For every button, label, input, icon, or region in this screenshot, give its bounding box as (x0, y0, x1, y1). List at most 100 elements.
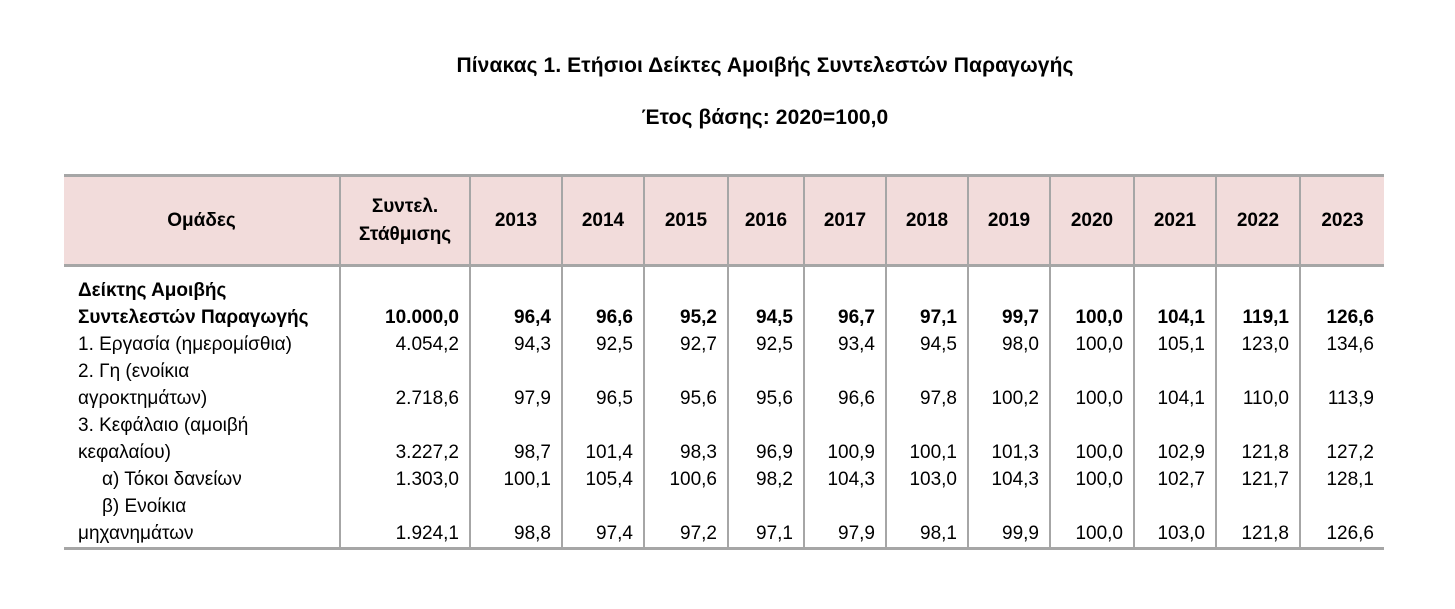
row-label: β) Ενοίκια μηχανημάτων (64, 493, 340, 550)
row-value: 98,2 (727, 466, 804, 493)
row-value: 105,1 (1133, 331, 1216, 358)
row-label-line2: αγροκτημάτων) (78, 388, 208, 409)
row-value: 104,3 (803, 466, 886, 493)
row-label: Δείκτης Αμοιβής Συντελεστών Παραγωγής (64, 266, 340, 332)
table-row-total: Δείκτης Αμοιβής Συντελεστών Παραγωγής 10… (64, 265, 1384, 332)
row-value: 96,5 (561, 358, 644, 412)
row-value: 104,1 (1133, 265, 1216, 331)
header-weight-line1: Συντελ. (371, 195, 439, 217)
header-groups: Ομάδες (64, 174, 340, 267)
table-row-interest: α) Τόκοι δανείων 1.303,0 100,1 105,4 100… (64, 466, 1384, 493)
header-year: 2013 (469, 174, 562, 267)
row-value: 95,2 (643, 265, 728, 331)
row-value: 92,5 (727, 331, 804, 358)
row-value: 92,7 (643, 331, 728, 358)
row-value: 98,8 (469, 493, 562, 550)
row-value: 96,7 (803, 265, 886, 331)
row-label-line1: 1. Εργασία (ημερομίσθια) (78, 334, 292, 355)
row-value: 95,6 (727, 358, 804, 412)
row-value: 100,9 (803, 412, 886, 466)
row-value: 126,6 (1299, 493, 1384, 550)
row-value: 100,6 (643, 466, 728, 493)
row-value: 102,7 (1133, 466, 1216, 493)
header-weight: Συντελ. Στάθμισης (339, 174, 470, 267)
row-value: 97,9 (469, 358, 562, 412)
row-label-line2: μηχανημάτων (78, 523, 194, 544)
table-row-land: 2. Γη (ενοίκια αγροκτημάτων) 2.718,6 97,… (64, 358, 1384, 412)
row-value: 127,2 (1299, 412, 1384, 466)
row-value: 123,0 (1215, 331, 1300, 358)
row-value: 95,6 (643, 358, 728, 412)
header-row: Ομάδες Συντελ. Στάθμισης 2013 2014 2015 … (64, 174, 1384, 267)
row-value: 96,4 (469, 265, 562, 331)
row-value: 94,5 (727, 265, 804, 331)
row-label-line1: β) Ενοίκια (102, 496, 187, 517)
row-value: 100,0 (1049, 265, 1134, 331)
row-value: 103,0 (1133, 493, 1216, 550)
indices-table: Ομάδες Συντελ. Στάθμισης 2013 2014 2015 … (64, 174, 1384, 550)
row-value: 104,1 (1133, 358, 1216, 412)
row-value: 92,5 (561, 331, 644, 358)
row-label-line1: 2. Γη (ενοίκια (78, 361, 190, 382)
table-title: Πίνακας 1. Ετήσιοι Δείκτες Αμοιβής Συντε… (456, 54, 1074, 77)
row-value: 100,2 (967, 358, 1050, 412)
table-row-labour: 1. Εργασία (ημερομίσθια) 4.054,2 94,3 92… (64, 331, 1384, 358)
row-value: 100,0 (1049, 466, 1134, 493)
row-value: 97,1 (885, 265, 968, 331)
header-year: 2020 (1049, 174, 1134, 267)
row-value: 101,3 (967, 412, 1050, 466)
row-value: 126,6 (1299, 265, 1384, 331)
row-label: 1. Εργασία (ημερομίσθια) (64, 331, 340, 358)
header-year: 2014 (561, 174, 644, 267)
row-value: 98,0 (967, 331, 1050, 358)
row-value: 97,1 (727, 493, 804, 550)
row-label-line1: α) Τόκοι δανείων (102, 469, 242, 490)
row-value: 99,9 (967, 493, 1050, 550)
row-value: 97,2 (643, 493, 728, 550)
row-label: 2. Γη (ενοίκια αγροκτημάτων) (64, 358, 340, 412)
row-label-line2: Συντελεστών Παραγωγής (78, 307, 309, 328)
header-year: 2015 (643, 174, 728, 267)
row-weight: 1.303,0 (339, 466, 470, 493)
row-value: 94,5 (885, 331, 968, 358)
row-value: 113,9 (1299, 358, 1384, 412)
row-label-line1: 3. Κεφάλαιο (αμοιβή (78, 415, 249, 436)
row-value: 100,1 (469, 466, 562, 493)
row-value: 101,4 (561, 412, 644, 466)
row-value: 100,0 (1049, 493, 1134, 550)
row-value: 102,9 (1133, 412, 1216, 466)
row-weight: 10.000,0 (339, 265, 470, 331)
row-value: 96,9 (727, 412, 804, 466)
table-subtitle: Έτος βάσης: 2020=100,0 (641, 106, 889, 129)
row-label: α) Τόκοι δανείων (64, 466, 340, 493)
row-value: 100,1 (885, 412, 968, 466)
header-weight-line2: Στάθμισης (358, 223, 452, 245)
row-weight: 2.718,6 (339, 358, 470, 412)
row-value: 105,4 (561, 466, 644, 493)
header-year: 2022 (1215, 174, 1300, 267)
row-value: 110,0 (1215, 358, 1300, 412)
row-weight: 3.227,2 (339, 412, 470, 466)
table-row-capital: 3. Κεφάλαιο (αμοιβή κεφαλαίου) 3.227,2 9… (64, 412, 1384, 466)
row-value: 97,9 (803, 493, 886, 550)
row-value: 134,6 (1299, 331, 1384, 358)
header-year: 2017 (803, 174, 886, 267)
row-value: 100,0 (1049, 358, 1134, 412)
row-value: 119,1 (1215, 265, 1300, 331)
header-year: 2019 (967, 174, 1050, 267)
row-value: 103,0 (885, 466, 968, 493)
row-value: 100,0 (1049, 412, 1134, 466)
row-value: 98,7 (469, 412, 562, 466)
row-value: 98,1 (885, 493, 968, 550)
row-value: 121,8 (1215, 412, 1300, 466)
row-label: 3. Κεφάλαιο (αμοιβή κεφαλαίου) (64, 412, 340, 466)
row-label-line2: κεφαλαίου) (78, 442, 171, 463)
row-value: 100,0 (1049, 331, 1134, 358)
row-value: 96,6 (803, 358, 886, 412)
header-year: 2023 (1299, 174, 1384, 267)
row-value: 97,8 (885, 358, 968, 412)
row-value: 104,3 (967, 466, 1050, 493)
header-year: 2021 (1133, 174, 1216, 267)
row-value: 99,7 (967, 265, 1050, 331)
row-value: 128,1 (1299, 466, 1384, 493)
